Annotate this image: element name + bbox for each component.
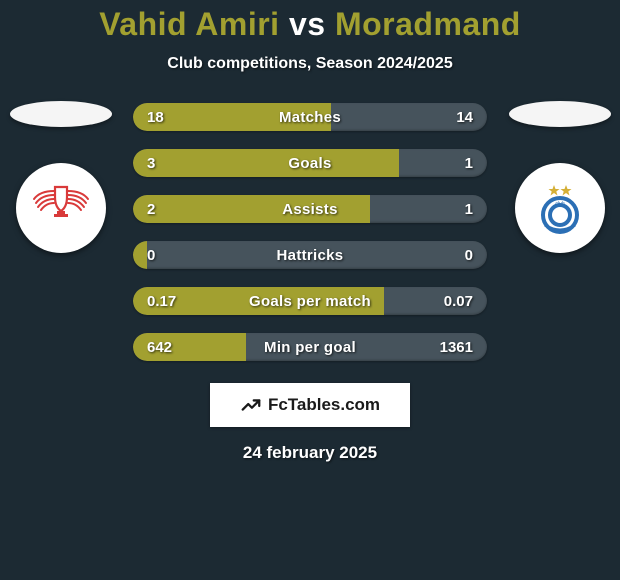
fctables-logo[interactable]: FcTables.com — [210, 383, 410, 427]
vs-text: vs — [289, 6, 326, 42]
club-badge-right-icon: club — [525, 173, 595, 243]
bar-label: Goals — [288, 155, 331, 172]
player1-flag — [10, 101, 112, 127]
stat-bar: 0.17 Goals per match 0.07 — [133, 287, 487, 315]
bar-value-right: 14 — [456, 109, 473, 126]
comparison-card: Vahid Amiri vs Moradmand Club competitio… — [0, 0, 620, 580]
bar-value-left: 0.17 — [147, 293, 176, 310]
bar-label: Hattricks — [277, 247, 344, 264]
bar-value-left: 0 — [147, 247, 155, 264]
bar-value-right: 1361 — [440, 339, 473, 356]
bar-label: Assists — [282, 201, 337, 218]
bar-value-right: 1 — [465, 201, 473, 218]
stat-bar: 0 Hattricks 0 — [133, 241, 487, 269]
player2-name: Moradmand — [335, 6, 521, 42]
player1-club-badge — [16, 163, 106, 253]
player2-flag — [509, 101, 611, 127]
bar-value-right: 1 — [465, 155, 473, 172]
stat-bar: 642 Min per goal 1361 — [133, 333, 487, 361]
right-side: club — [507, 101, 612, 253]
bar-value-left: 2 — [147, 201, 155, 218]
bar-label: Min per goal — [264, 339, 356, 356]
stat-bar: 3 Goals 1 — [133, 149, 487, 177]
stat-bars: 18 Matches 14 3 Goals 1 2 Assists 1 0 Hattricks 0 0.… — [133, 101, 487, 361]
date-text: 24 february 2025 — [0, 443, 620, 463]
bar-fill-left — [133, 149, 399, 177]
page-title: Vahid Amiri vs Moradmand — [0, 6, 620, 43]
left-side — [8, 101, 113, 253]
stat-bar: 18 Matches 14 — [133, 103, 487, 131]
bar-value-right: 0.07 — [444, 293, 473, 310]
logo-text: FcTables.com — [268, 395, 380, 415]
subtitle: Club competitions, Season 2024/2025 — [0, 55, 620, 73]
bar-label: Matches — [279, 109, 341, 126]
bar-value-left: 3 — [147, 155, 155, 172]
chart-icon — [240, 394, 262, 416]
player2-club-badge: club — [515, 163, 605, 253]
player1-name: Vahid Amiri — [99, 6, 279, 42]
bar-fill-left — [133, 241, 147, 269]
bar-value-left: 642 — [147, 339, 172, 356]
comparison-body: 18 Matches 14 3 Goals 1 2 Assists 1 0 Hattricks 0 0.… — [0, 101, 620, 361]
bar-label: Goals per match — [249, 293, 371, 310]
stat-bar: 2 Assists 1 — [133, 195, 487, 223]
club-badge-left-icon — [26, 173, 96, 243]
svg-text:club: club — [555, 201, 564, 207]
bar-value-right: 0 — [465, 247, 473, 264]
bar-value-left: 18 — [147, 109, 164, 126]
